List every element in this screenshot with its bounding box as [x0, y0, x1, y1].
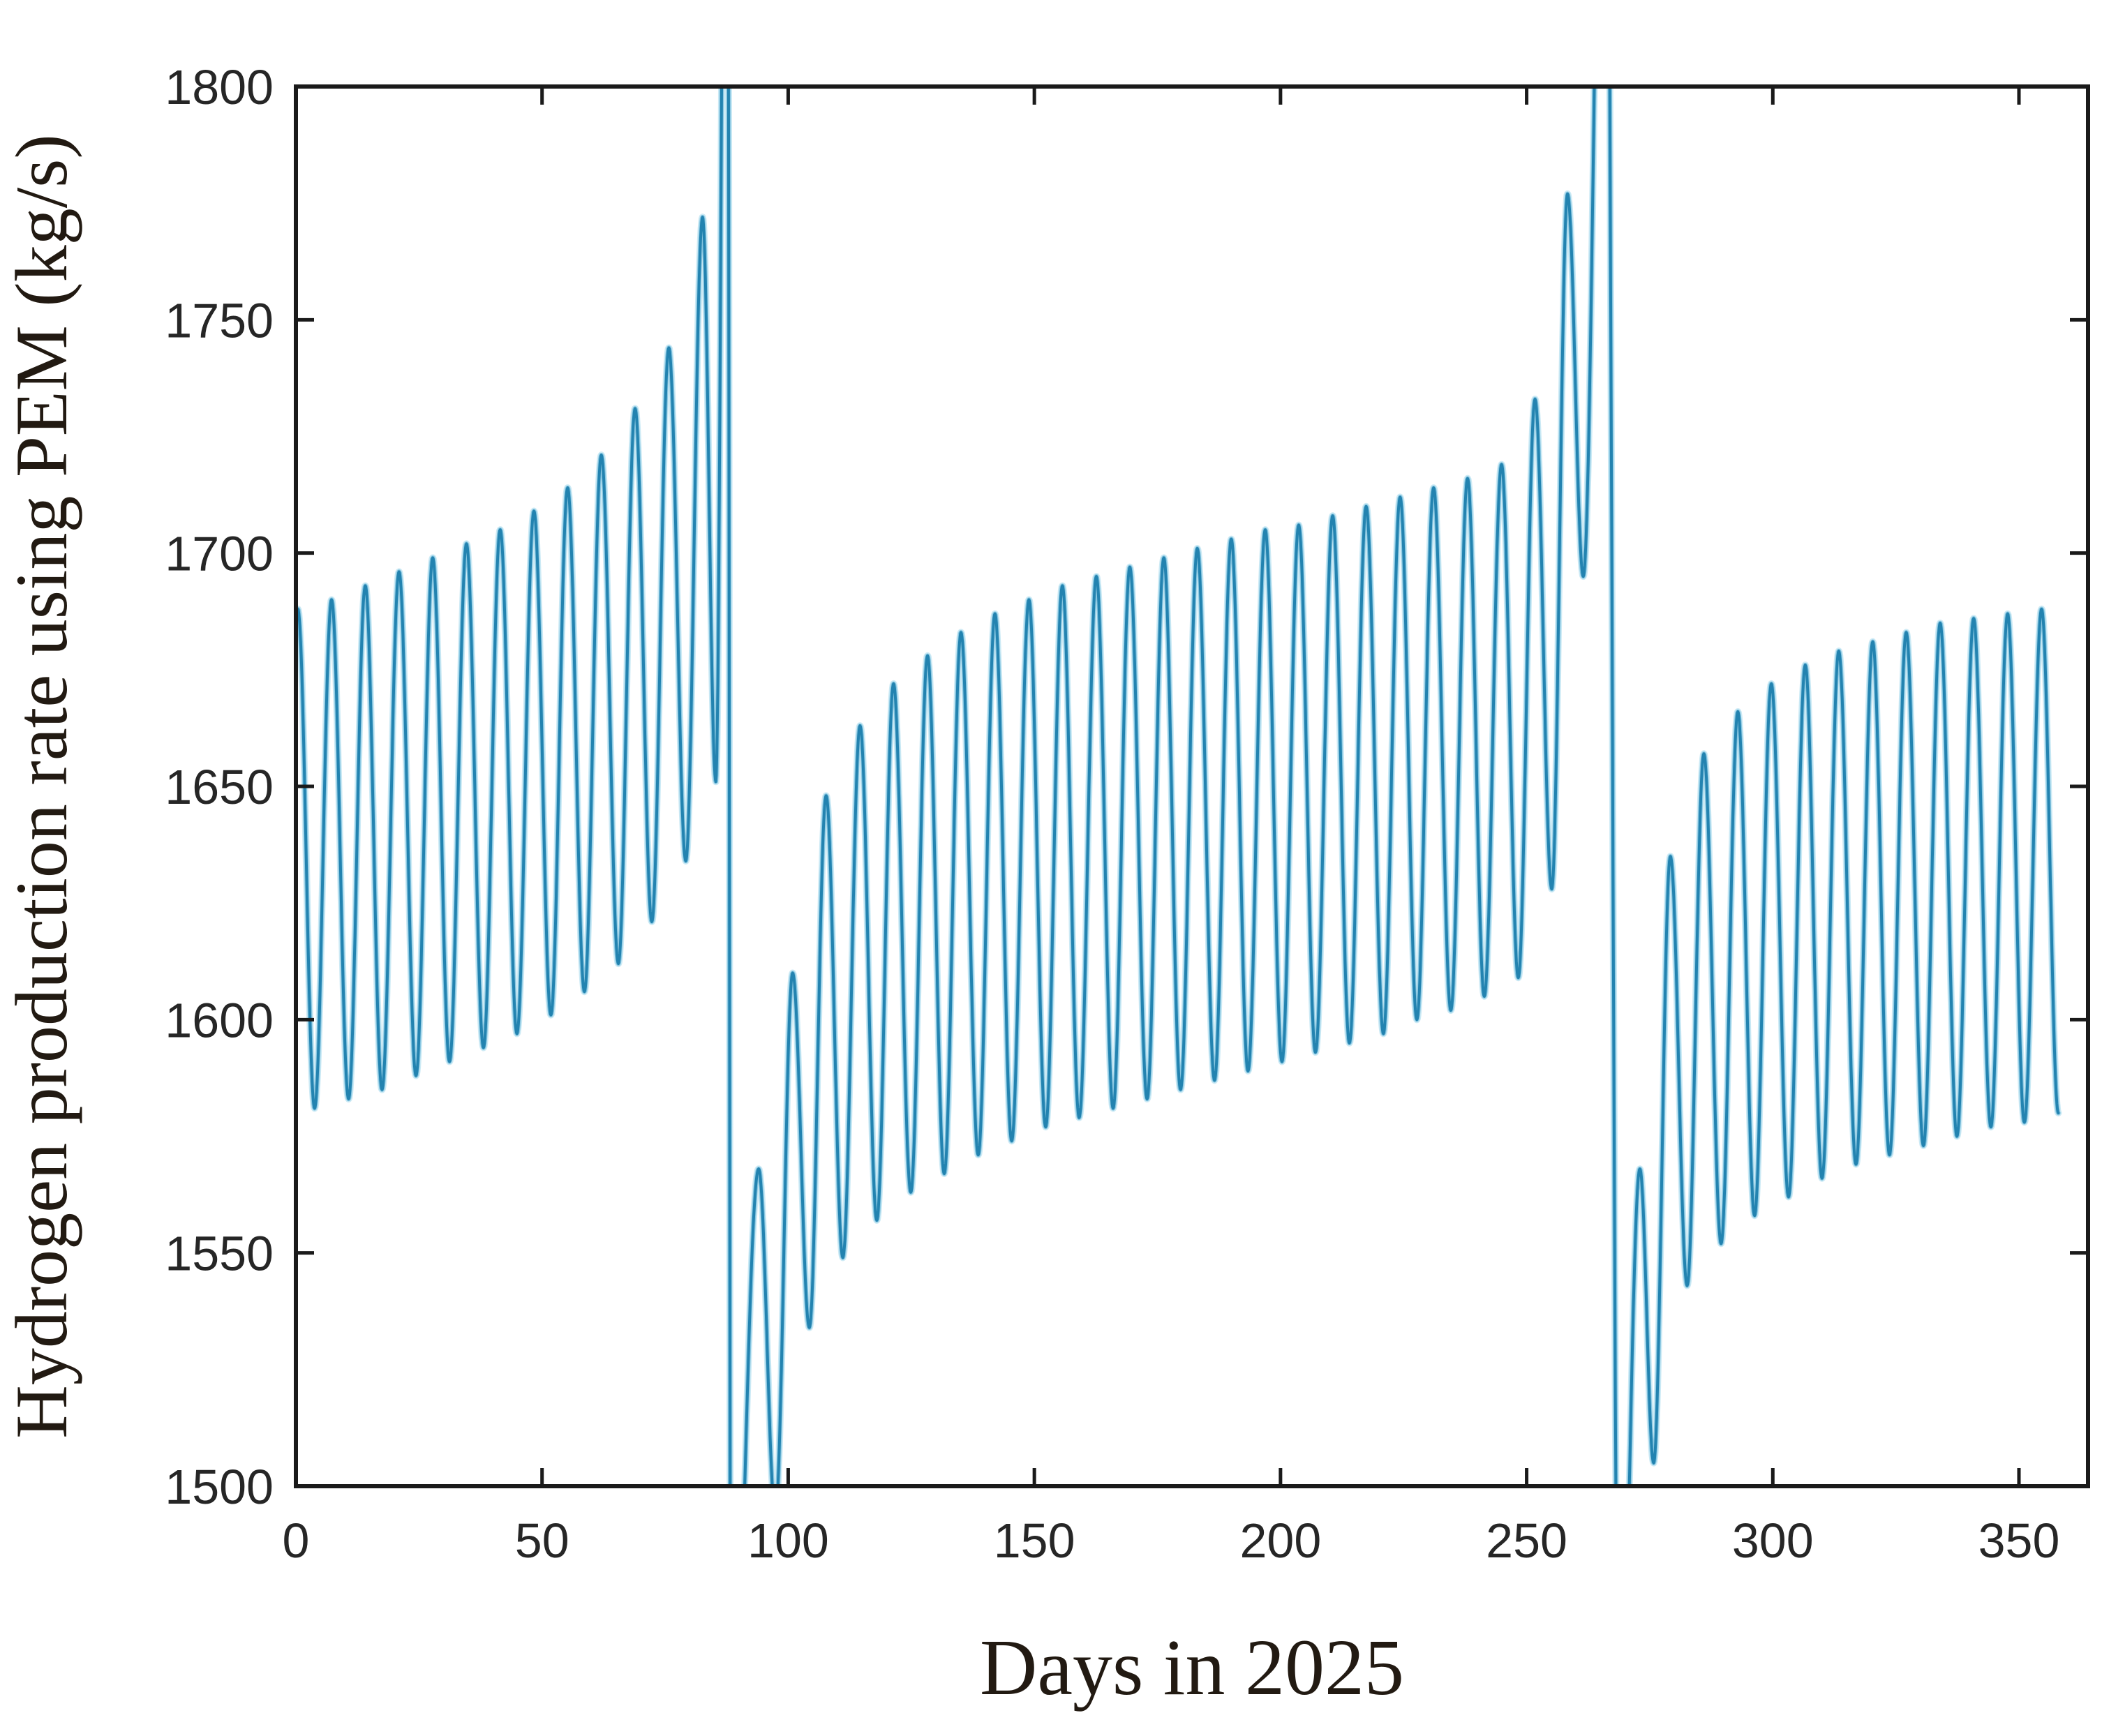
y-axis-label: Hydrogen production rate using PEM (kg/s… — [1, 134, 82, 1438]
y-tick-label: 1750 — [165, 293, 274, 347]
y-tick-label: 1800 — [165, 60, 274, 114]
y-tick-label: 1650 — [165, 760, 274, 814]
y-tick-label: 1700 — [165, 527, 274, 581]
x-tick-label: 350 — [1978, 1513, 2060, 1568]
x-tick-label: 150 — [994, 1513, 1075, 1568]
data-line — [296, 87, 2060, 1486]
x-tick-label: 200 — [1239, 1513, 1321, 1568]
x-axis-label: Days in 2025 — [980, 1623, 1404, 1712]
x-tick-label: 100 — [747, 1513, 829, 1568]
data-series-group — [296, 87, 2062, 1486]
plot-border — [294, 84, 2090, 1488]
y-tick-label: 1600 — [165, 993, 274, 1047]
y-tick-label: 1500 — [165, 1460, 274, 1514]
x-tick-label: 300 — [1732, 1513, 1814, 1568]
x-tick-label: 50 — [515, 1513, 569, 1568]
y-tick-label: 1550 — [165, 1227, 274, 1281]
x-tick-label: 250 — [1486, 1513, 1567, 1568]
x-tick-label: 0 — [283, 1513, 310, 1568]
axis-tick-labels: 0 50 100 150 200 250 300 350 1500 1550 1600 1650 170… — [165, 60, 2059, 1568]
